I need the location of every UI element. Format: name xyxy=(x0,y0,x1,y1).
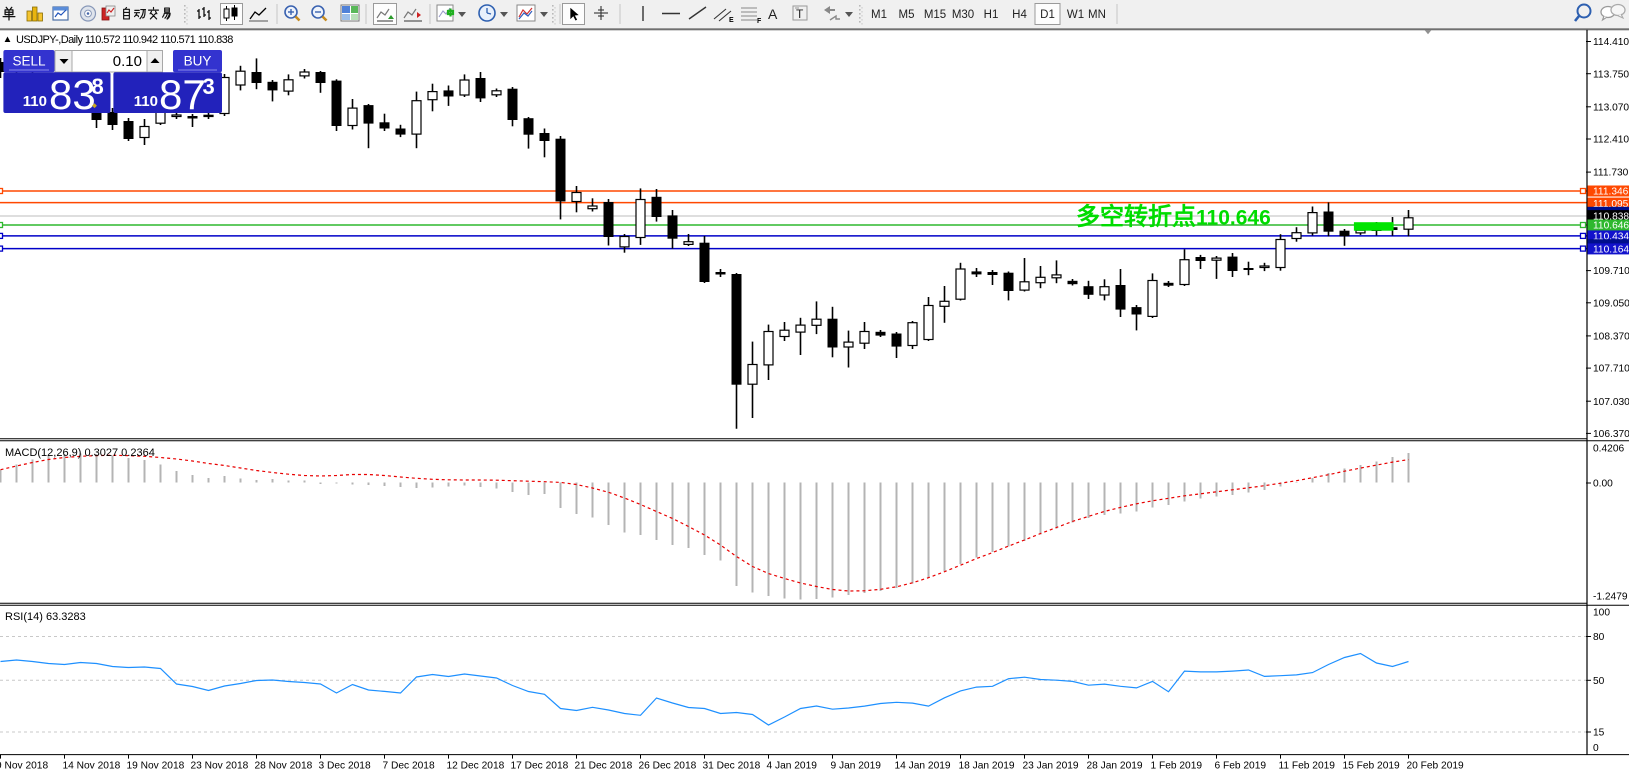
svg-text:0.4206: 0.4206 xyxy=(1593,444,1624,455)
svg-text:87: 87 xyxy=(159,71,206,118)
svg-text:106.370: 106.370 xyxy=(1593,429,1629,440)
svg-text:MN: MN xyxy=(1088,9,1106,21)
svg-text:14 Jan 2019: 14 Jan 2019 xyxy=(895,761,951,772)
svg-text:80: 80 xyxy=(1593,632,1605,643)
svg-text:28 Nov 2018: 28 Nov 2018 xyxy=(255,761,313,772)
svg-text:107.710: 107.710 xyxy=(1593,364,1629,375)
svg-text:3 Dec 2018: 3 Dec 2018 xyxy=(319,761,371,772)
svg-text:7 Dec 2018: 7 Dec 2018 xyxy=(383,761,435,772)
svg-text:15 Feb 2019: 15 Feb 2019 xyxy=(1343,761,1401,772)
svg-text:19 Nov 2018: 19 Nov 2018 xyxy=(127,761,185,772)
svg-text:M30: M30 xyxy=(952,9,974,21)
svg-text:110: 110 xyxy=(134,93,158,110)
svg-text:0.10: 0.10 xyxy=(113,53,142,70)
svg-text:108.370: 108.370 xyxy=(1593,332,1629,343)
svg-text:111.095: 111.095 xyxy=(1593,199,1629,210)
svg-text:9 Jan 2019: 9 Jan 2019 xyxy=(831,761,882,772)
svg-text:SELL: SELL xyxy=(12,54,46,69)
svg-text:F: F xyxy=(757,18,762,25)
svg-text:11 Feb 2019: 11 Feb 2019 xyxy=(1279,761,1336,772)
svg-text:110.164: 110.164 xyxy=(1593,245,1629,256)
svg-text:RSI(14) 63.3283: RSI(14) 63.3283 xyxy=(5,611,86,623)
svg-text:110.646: 110.646 xyxy=(1593,221,1629,232)
svg-text:E: E xyxy=(729,17,734,24)
svg-text:23 Jan 2019: 23 Jan 2019 xyxy=(1023,761,1079,772)
svg-text:20 Feb 2019: 20 Feb 2019 xyxy=(1407,761,1465,772)
svg-text:26 Dec 2018: 26 Dec 2018 xyxy=(639,761,697,772)
svg-text:15: 15 xyxy=(1593,728,1605,739)
svg-text:0.00: 0.00 xyxy=(1593,479,1613,490)
svg-text:23 Nov 2018: 23 Nov 2018 xyxy=(191,761,249,772)
svg-text:9 Nov 2018: 9 Nov 2018 xyxy=(0,761,48,772)
svg-text:109.050: 109.050 xyxy=(1593,298,1629,309)
svg-text:21 Dec 2018: 21 Dec 2018 xyxy=(575,761,633,772)
svg-text:A: A xyxy=(768,6,778,22)
svg-text:BUY: BUY xyxy=(184,54,212,69)
svg-text:6 Feb 2019: 6 Feb 2019 xyxy=(1215,761,1267,772)
svg-text:T: T xyxy=(796,7,804,21)
svg-text:113.750: 113.750 xyxy=(1593,69,1629,80)
svg-text:MACD(12,26,9) 0.3027 0.2364: MACD(12,26,9) 0.3027 0.2364 xyxy=(5,447,155,459)
svg-text:110.434: 110.434 xyxy=(1593,232,1629,243)
svg-text:111.346: 111.346 xyxy=(1593,187,1629,198)
svg-text:28 Jan 2019: 28 Jan 2019 xyxy=(1087,761,1143,772)
svg-text:50: 50 xyxy=(1593,676,1605,687)
svg-text:12 Dec 2018: 12 Dec 2018 xyxy=(447,761,505,772)
svg-text:109.710: 109.710 xyxy=(1593,266,1629,277)
svg-text:3: 3 xyxy=(203,74,215,99)
svg-text:0: 0 xyxy=(1593,743,1599,754)
svg-text:114.410: 114.410 xyxy=(1593,37,1629,48)
svg-text:D1: D1 xyxy=(1040,9,1055,21)
svg-text:107.030: 107.030 xyxy=(1593,397,1629,408)
svg-text:H1: H1 xyxy=(984,9,999,21)
svg-text:110.838: 110.838 xyxy=(1593,211,1629,222)
svg-text:113.070: 113.070 xyxy=(1593,102,1629,113)
svg-text:83: 83 xyxy=(49,71,96,118)
svg-text:-1.2479: -1.2479 xyxy=(1593,592,1628,603)
svg-text:W1: W1 xyxy=(1067,9,1084,21)
svg-text:USDJPY-,Daily 110.572 110.942: USDJPY-,Daily 110.572 110.942 110.571 11… xyxy=(16,34,233,46)
svg-text:M5: M5 xyxy=(899,9,915,21)
svg-text:112.410: 112.410 xyxy=(1593,135,1629,146)
svg-text:14 Nov 2018: 14 Nov 2018 xyxy=(63,761,121,772)
svg-text:17 Dec 2018: 17 Dec 2018 xyxy=(511,761,569,772)
svg-text:110: 110 xyxy=(23,93,47,110)
svg-text:100: 100 xyxy=(1593,608,1610,619)
svg-text:31 Dec 2018: 31 Dec 2018 xyxy=(703,761,761,772)
svg-text:18 Jan 2019: 18 Jan 2019 xyxy=(959,761,1015,772)
svg-text:M15: M15 xyxy=(924,9,946,21)
svg-text:8: 8 xyxy=(92,74,104,99)
svg-text:M1: M1 xyxy=(871,9,887,21)
svg-text:1 Feb 2019: 1 Feb 2019 xyxy=(1151,761,1203,772)
svg-text:111.730: 111.730 xyxy=(1593,168,1629,179)
svg-text:4 Jan 2019: 4 Jan 2019 xyxy=(767,761,818,772)
svg-text:多空转折点110.646: 多空转折点110.646 xyxy=(1076,203,1271,231)
svg-text:H4: H4 xyxy=(1012,9,1027,21)
